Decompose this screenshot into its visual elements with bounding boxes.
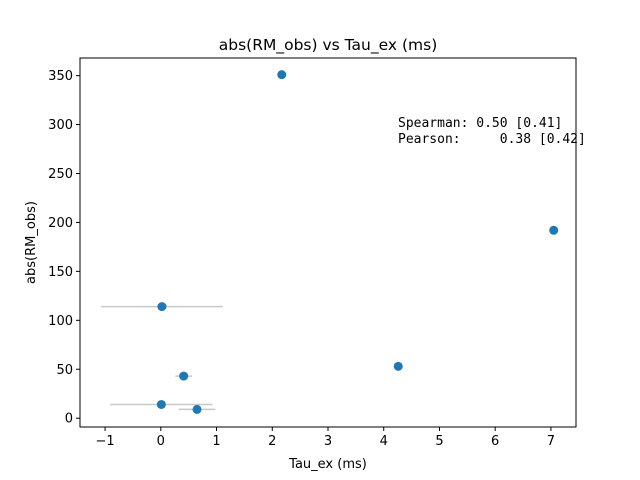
y-tick-label: 0 [65, 412, 73, 427]
y-axis-label: abs(RM_obs) [24, 201, 39, 284]
y-tick-label: 100 [48, 314, 73, 329]
x-tick-label: 0 [157, 434, 165, 449]
x-axis-label: Tau_ex (ms) [288, 457, 367, 472]
data-point [179, 371, 189, 381]
y-tick-label: 150 [48, 265, 73, 280]
x-tick-label: 7 [547, 434, 555, 449]
spearman-annotation: Spearman: 0.50 [0.41] [398, 116, 562, 131]
pearson-annotation: Pearson: 0.38 [0.42] [398, 132, 586, 147]
data-point [393, 361, 403, 371]
x-tick-label: 5 [435, 434, 443, 449]
data-point [549, 225, 559, 235]
y-tick-label: 350 [48, 69, 73, 84]
data-point [277, 70, 287, 80]
x-tick-label: 4 [380, 434, 388, 449]
data-point [157, 302, 167, 312]
x-tick-label: 3 [324, 434, 332, 449]
chart-title: abs(RM_obs) vs Tau_ex (ms) [219, 36, 438, 55]
y-tick-label: 250 [48, 167, 73, 182]
data-point [192, 404, 202, 414]
data-point [156, 399, 166, 409]
x-tick-label: 1 [212, 434, 220, 449]
y-tick-label: 200 [48, 216, 73, 231]
y-axis-ticks: 0 50 100 150 200 250 300 350 [48, 69, 80, 427]
data-points-layer [156, 70, 559, 414]
y-tick-label: 50 [56, 363, 73, 378]
x-axis-ticks: −1 0 1 2 3 4 5 6 7 [95, 427, 555, 449]
x-tick-label: 6 [491, 434, 499, 449]
x-tick-label: −1 [95, 434, 114, 449]
x-tick-label: 2 [268, 434, 276, 449]
y-tick-label: 300 [48, 118, 73, 133]
